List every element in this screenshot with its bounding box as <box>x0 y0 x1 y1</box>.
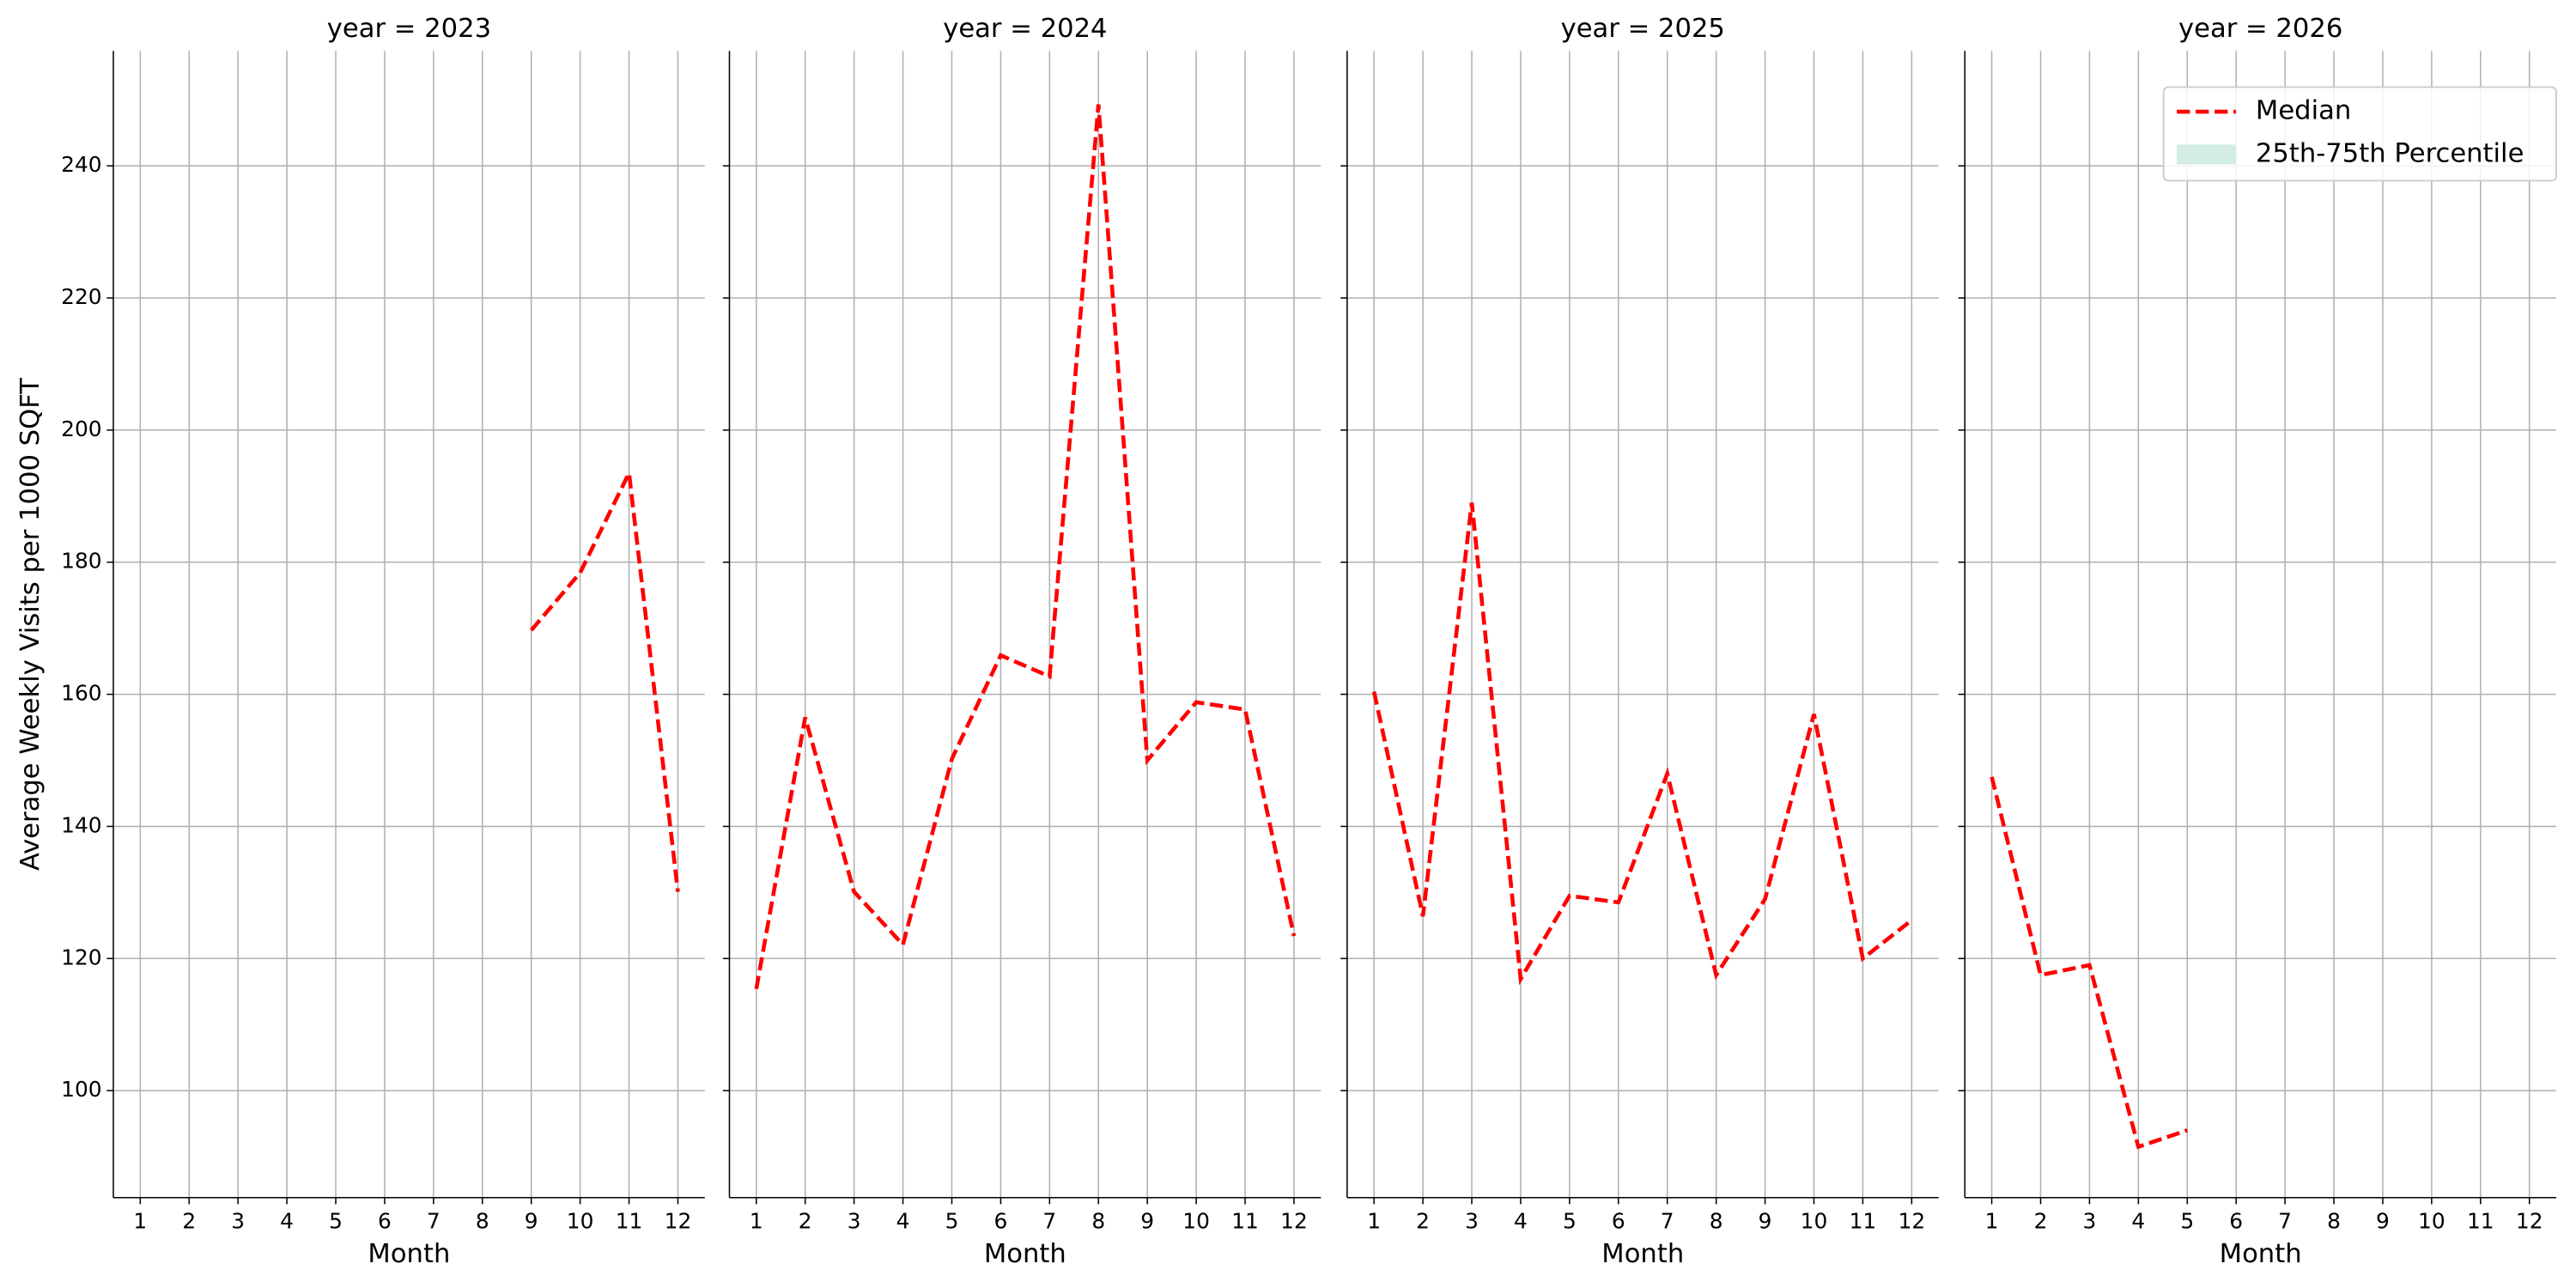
y-tick-label: 140 <box>61 812 101 837</box>
y-tick-label: 120 <box>61 945 101 969</box>
x-tick-label: 12 <box>665 1208 692 1233</box>
y-tick-label: 160 <box>61 681 101 706</box>
x-tick-label: 7 <box>427 1208 440 1233</box>
median-line <box>1990 776 2188 1150</box>
x-tick-label: 7 <box>2278 1208 2292 1233</box>
x-tick-label: 3 <box>2083 1208 2097 1233</box>
x-tick-label: 5 <box>1563 1208 1577 1233</box>
x-tick-label: 12 <box>1899 1208 1926 1233</box>
x-tick-label: 9 <box>2376 1208 2390 1233</box>
x-tick-label: 8 <box>476 1208 489 1233</box>
x-tick-label: 4 <box>2131 1208 2145 1233</box>
panel-title: year = 2026 <box>2178 14 2342 44</box>
x-tick-label: 3 <box>231 1208 245 1233</box>
x-tick-label: 3 <box>848 1208 861 1233</box>
x-tick-label: 8 <box>1710 1208 1723 1233</box>
x-tick-label: 1 <box>1367 1208 1381 1233</box>
panel-title: year = 2023 <box>327 14 491 44</box>
x-tick-label: 9 <box>1759 1208 1772 1233</box>
panel-title: year = 2024 <box>943 14 1107 44</box>
x-tick-label: 10 <box>2418 1208 2445 1233</box>
x-axis-label: Month <box>1601 1239 1684 1269</box>
y-tick-label: 100 <box>61 1077 101 1102</box>
x-tick-label: 11 <box>1850 1208 1877 1233</box>
x-tick-label: 5 <box>2180 1208 2194 1233</box>
x-tick-label: 11 <box>2467 1208 2494 1233</box>
x-tick-label: 2 <box>799 1208 812 1233</box>
legend: Median 25th-75th Percentile <box>2162 86 2557 182</box>
legend-label: 25th-75th Percentile <box>2256 138 2524 168</box>
median-line <box>529 465 680 892</box>
x-tick-label: 3 <box>1465 1208 1479 1233</box>
x-tick-label: 1 <box>750 1208 763 1233</box>
x-tick-label: 4 <box>896 1208 910 1233</box>
x-tick-label: 6 <box>1612 1208 1625 1233</box>
legend-label: Median <box>2256 96 2351 126</box>
x-tick-label: 9 <box>1140 1208 1154 1233</box>
y-axis-label: Average Weekly Visits per 1000 SQFT <box>15 378 46 871</box>
x-tick-label: 2 <box>182 1208 196 1233</box>
x-tick-label: 2 <box>2034 1208 2048 1233</box>
x-axis-label: Month <box>984 1239 1066 1269</box>
x-tick-label: 12 <box>2516 1208 2543 1233</box>
x-tick-label: 4 <box>1514 1208 1528 1233</box>
x-tick-label: 4 <box>280 1208 294 1233</box>
legend-box <box>2162 86 2557 182</box>
x-tick-label: 7 <box>1042 1208 1056 1233</box>
x-tick-label: 10 <box>567 1208 594 1233</box>
x-tick-label: 6 <box>378 1208 392 1233</box>
x-tick-label: 5 <box>945 1208 959 1233</box>
x-tick-label: 6 <box>994 1208 1008 1233</box>
y-tick-label: 200 <box>61 416 101 441</box>
x-tick-label: 1 <box>1985 1208 1999 1233</box>
x-tick-label: 6 <box>2229 1208 2243 1233</box>
y-tick-label: 180 <box>61 549 101 574</box>
x-tick-label: 9 <box>525 1208 538 1233</box>
x-axis-label: Month <box>2220 1239 2302 1269</box>
median-line <box>1371 502 1913 986</box>
x-tick-label: 11 <box>1231 1208 1259 1233</box>
y-tick-label: 240 <box>61 152 101 177</box>
x-tick-label: 11 <box>616 1208 643 1233</box>
x-tick-label: 10 <box>1182 1208 1210 1233</box>
x-tick-label: 2 <box>1416 1208 1430 1233</box>
x-axis-label: Month <box>368 1239 450 1269</box>
x-tick-label: 8 <box>2327 1208 2341 1233</box>
x-tick-label: 5 <box>329 1208 343 1233</box>
y-tick-label: 220 <box>61 284 101 309</box>
median-line <box>754 104 1297 990</box>
legend-swatch <box>2177 144 2236 165</box>
panel-title: year = 2025 <box>1561 14 1725 44</box>
x-tick-label: 1 <box>133 1208 147 1233</box>
x-tick-label: 10 <box>1801 1208 1828 1233</box>
x-tick-label: 8 <box>1091 1208 1105 1233</box>
x-tick-label: 7 <box>1661 1208 1674 1233</box>
x-tick-label: 12 <box>1280 1208 1308 1233</box>
